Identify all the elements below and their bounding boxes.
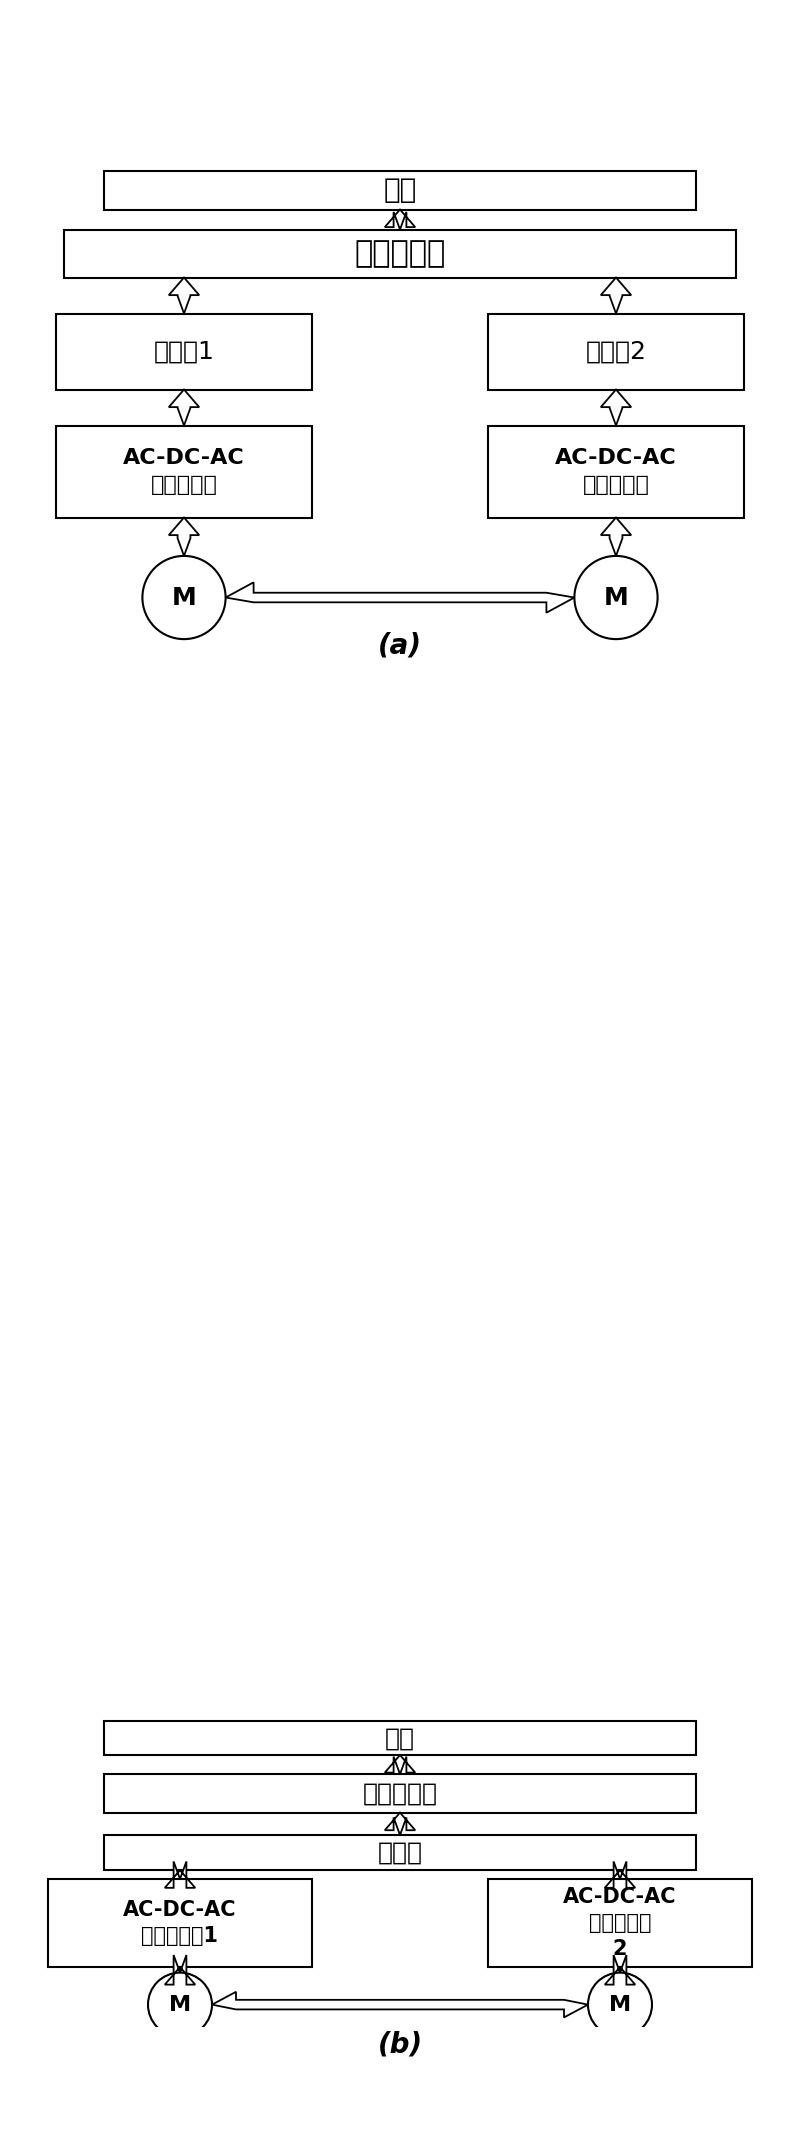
Text: 变压器: 变压器: [378, 1840, 422, 1864]
Text: M: M: [172, 586, 196, 610]
Polygon shape: [169, 278, 199, 312]
Bar: [56, 425, 312, 517]
Polygon shape: [601, 390, 631, 425]
Text: 变压全1: 变压全1: [154, 340, 214, 364]
Text: M: M: [609, 1996, 631, 2015]
Bar: [104, 1836, 696, 1871]
Text: 升压变压器: 升压变压器: [362, 1782, 438, 1806]
Bar: [64, 231, 736, 278]
Polygon shape: [601, 517, 631, 556]
Bar: [488, 312, 744, 390]
Bar: [56, 312, 312, 390]
Polygon shape: [605, 1862, 635, 1888]
Polygon shape: [212, 1991, 588, 2017]
Polygon shape: [165, 1862, 195, 1888]
Polygon shape: [226, 582, 574, 612]
Text: (a): (a): [378, 631, 422, 659]
Polygon shape: [169, 390, 199, 425]
Bar: [104, 1722, 696, 1754]
Text: 变压全2: 变压全2: [586, 340, 646, 364]
Text: AC-DC-AC
降试变频器: AC-DC-AC 降试变频器: [123, 448, 245, 496]
Text: 电网: 电网: [385, 1726, 415, 1750]
Text: AC-DC-AC
被试变频器: AC-DC-AC 被试变频器: [555, 448, 677, 496]
Text: M: M: [604, 586, 628, 610]
Circle shape: [148, 1972, 212, 2036]
Circle shape: [142, 556, 226, 640]
Text: (b): (b): [378, 2030, 422, 2058]
Bar: [488, 1879, 752, 1968]
Circle shape: [588, 1972, 652, 2036]
Text: AC-DC-AC
被试变频全1: AC-DC-AC 被试变频全1: [123, 1901, 237, 1946]
Polygon shape: [385, 1812, 415, 1836]
Polygon shape: [385, 1754, 415, 1774]
Polygon shape: [605, 1955, 635, 1985]
Bar: [48, 1879, 312, 1968]
Polygon shape: [385, 209, 415, 231]
Bar: [104, 170, 696, 209]
Polygon shape: [169, 517, 199, 556]
Polygon shape: [601, 278, 631, 312]
Circle shape: [574, 556, 658, 640]
Bar: [104, 1774, 696, 1812]
Text: 电网: 电网: [383, 177, 417, 205]
Text: AC-DC-AC
被试变频器
2: AC-DC-AC 被试变频器 2: [563, 1886, 677, 1959]
Bar: [488, 425, 744, 517]
Polygon shape: [165, 1955, 195, 1985]
Text: M: M: [169, 1996, 191, 2015]
Text: 升压变压器: 升压变压器: [354, 239, 446, 267]
